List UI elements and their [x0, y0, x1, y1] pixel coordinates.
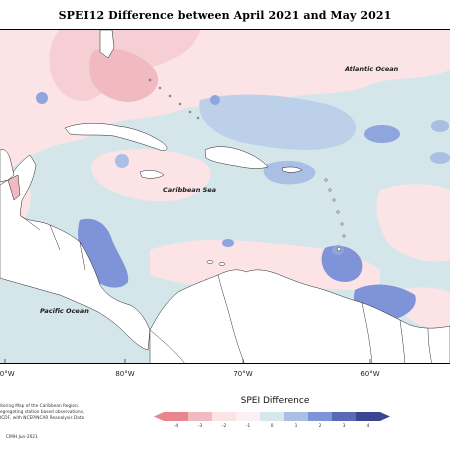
positive-spot-atlantic-2: [431, 120, 449, 132]
label-pacific-ocean: Pacific Ocean: [40, 307, 89, 315]
copyright: CIMH Jun-2021: [6, 435, 38, 440]
land-island-6: [342, 234, 346, 238]
land-island-3: [332, 198, 336, 202]
land-cuba: [64, 123, 168, 151]
lon-tick-90w: 90°W: [0, 370, 15, 378]
legend-tick-label: 1: [294, 424, 298, 429]
label-caribbean-sea: Caribbean Sea: [163, 186, 217, 194]
land-island-1: [324, 178, 328, 182]
positive-spot-atlantic-3: [430, 152, 450, 164]
legend-tick-label: -2: [221, 424, 227, 429]
legend-swatch: [236, 412, 260, 421]
legend-swatch: [164, 412, 188, 421]
credit-line-3: ICDF, with NCEP/NCAR Reanalysis Data: [0, 416, 85, 421]
border-panama-colombia: [149, 329, 185, 363]
legend-swatch: [356, 412, 380, 421]
positive-region-puerto-rico: [263, 160, 316, 185]
map-title: SPEI12 Difference between April 2021 and…: [58, 9, 392, 22]
credit-line-2: egregating station based observations,: [0, 410, 85, 415]
positive-region-antilles-south: [321, 245, 363, 282]
land-bahamas-5: [188, 110, 192, 114]
positive-spot-cayman: [115, 154, 129, 168]
legend-swatch: [260, 412, 284, 421]
border-venezuela-guyana: [361, 301, 373, 363]
label-atlantic-ocean: Atlantic Ocean: [345, 65, 399, 73]
lon-tick-80w: 80°W: [115, 370, 135, 378]
border-suriname-guiana: [427, 327, 432, 363]
positive-spot-aruba: [222, 239, 234, 247]
land-florida-tip: [99, 30, 115, 59]
longitude-ticks: [4, 359, 371, 363]
land-bahamas-4: [178, 102, 182, 106]
land-yucatan: [0, 149, 15, 183]
legend-colorbar: [154, 412, 390, 421]
legend-tick-label: 0: [270, 424, 274, 429]
land-jamaica: [139, 170, 165, 179]
legend-title: SPEI Difference: [240, 396, 310, 406]
positive-spot-gulf: [36, 92, 48, 104]
legend-tick-label: 4: [366, 424, 370, 429]
border-central-america-3: [79, 241, 86, 271]
legend-tick-label: -3: [197, 424, 203, 429]
legend-swatch: [212, 412, 236, 421]
legend-swatch: [332, 412, 356, 421]
lon-tick-70w: 70°W: [233, 370, 253, 378]
land-bahamas-1: [148, 78, 152, 82]
positive-region-central-atlantic: [199, 94, 357, 151]
negative-region-florida: [89, 48, 159, 102]
map-canvas: [0, 30, 450, 363]
border-central-america-2: [49, 224, 61, 251]
spei-difference-map: Atlantic Ocean Caribbean Sea Pacific Oce…: [0, 29, 450, 364]
legend-tick-label: 3: [342, 424, 346, 429]
negative-region-east: [376, 184, 450, 262]
border-colombia-venezuela: [217, 274, 245, 363]
credit-line-1: itoring Map of the Caribbean Region.: [0, 404, 80, 409]
legend-tick-label: -1: [245, 424, 251, 429]
legend-swatch: [188, 412, 212, 421]
legend-swatch: [284, 412, 308, 421]
land-hispaniola: [204, 146, 269, 169]
land-bahamas-6: [196, 116, 200, 120]
land-bahamas-3: [168, 94, 172, 98]
country-borders: [19, 214, 432, 363]
land-belize: [7, 174, 21, 201]
lon-tick-60w: 60°W: [360, 370, 380, 378]
land-island-7: [336, 246, 342, 252]
land-curacao: [218, 262, 226, 266]
land-central-america: [0, 154, 151, 351]
land-bahamas-2: [158, 86, 162, 90]
legend-tick-label: 2: [318, 424, 322, 429]
border-central-america-1: [19, 214, 41, 231]
negative-region-south: [150, 240, 380, 291]
positive-spot-bahamas: [210, 95, 220, 105]
data-credits: itoring Map of the Caribbean Region. egr…: [0, 404, 120, 422]
land-south-america: [149, 269, 450, 363]
legend-arrow-right: [380, 412, 390, 421]
legend-arrow-left: [154, 412, 164, 421]
legend-swatch: [308, 412, 332, 421]
land-aruba: [206, 260, 214, 264]
border-guyana-suriname: [399, 319, 406, 363]
land-masses: [0, 30, 450, 363]
land-island-4: [336, 210, 340, 214]
land-puerto-rico: [281, 166, 303, 173]
legend-tick-label: -4: [173, 424, 179, 429]
positive-spot-atlantic-1: [364, 125, 400, 143]
land-island-5: [340, 222, 344, 226]
land-island-2: [328, 188, 332, 192]
